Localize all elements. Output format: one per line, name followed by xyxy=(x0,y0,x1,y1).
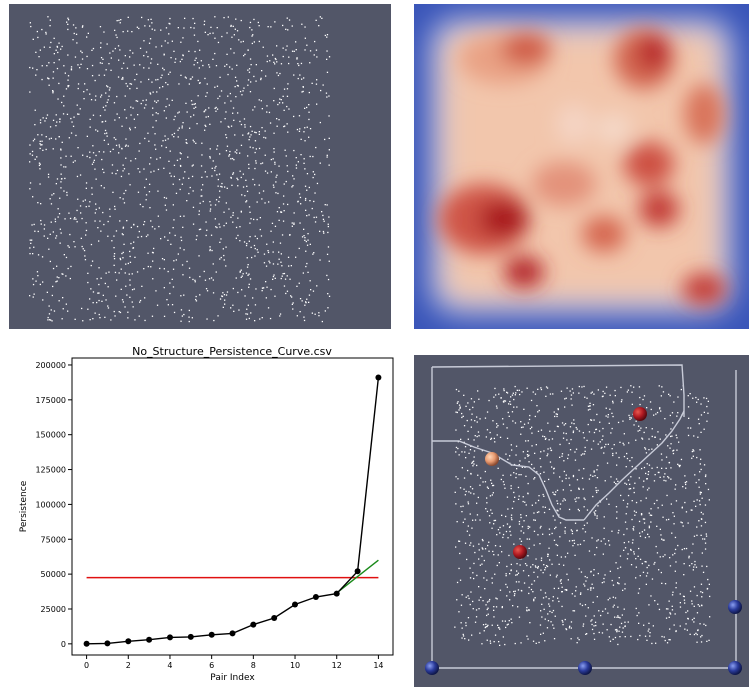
plot-frame xyxy=(71,357,394,656)
y-tick-label: 100000 xyxy=(35,500,66,509)
point-cloud-view[interactable] xyxy=(9,4,391,329)
data-point xyxy=(354,568,361,575)
data-point xyxy=(250,621,257,628)
separatrices xyxy=(431,364,737,669)
y-tick-label: 200000 xyxy=(35,361,66,370)
critical-points-view[interactable] xyxy=(414,355,749,687)
x-tick-label: 14 xyxy=(373,661,383,670)
saddle-sphere xyxy=(485,452,499,466)
axes: 0 2 4 6 8 10 12 14 0 25000 50000 75000 100000 125000 1… xyxy=(35,361,383,670)
y-axis-label: Persistence xyxy=(19,480,29,532)
x-tick-label: 2 xyxy=(126,661,131,670)
x-tick-label: 0 xyxy=(84,661,89,670)
chart-title: No_Structure_Persistence_Curve.csv xyxy=(132,345,332,358)
y-tick-label: 175000 xyxy=(35,396,66,405)
data-point xyxy=(104,640,111,647)
data-point xyxy=(208,631,215,638)
point-cloud xyxy=(454,385,711,646)
data-point xyxy=(375,374,382,381)
data-point xyxy=(146,636,153,643)
y-tick-label: 75000 xyxy=(41,535,66,544)
minimum-sphere xyxy=(425,661,439,675)
data-point xyxy=(125,638,132,645)
y-tick-label: 50000 xyxy=(41,570,66,579)
y-tick-label: 125000 xyxy=(35,466,66,475)
x-tick-label: 4 xyxy=(167,661,172,670)
chart-canvas: No_Structure_Persistence_Curve.csv 0 2 4 6 8… xyxy=(19,345,394,683)
minimum-sphere xyxy=(728,600,742,614)
data-point xyxy=(167,634,173,641)
series-line xyxy=(86,377,380,645)
y-tick-label: 25000 xyxy=(41,605,66,614)
point-cloud-canvas xyxy=(29,16,331,323)
y-tick-label: 150000 xyxy=(35,431,66,440)
density-field-view[interactable] xyxy=(414,4,749,329)
x-axis-label: Pair Index xyxy=(210,673,255,683)
data-point xyxy=(229,630,236,637)
maximum-sphere xyxy=(633,407,647,421)
x-tick-label: 10 xyxy=(290,661,300,670)
fit-line xyxy=(336,559,379,594)
y-tick-label: 0 xyxy=(61,640,66,649)
critical-points-canvas xyxy=(425,364,742,675)
x-tick-label: 8 xyxy=(251,661,256,670)
minimum-sphere xyxy=(578,661,592,675)
maximum-sphere xyxy=(513,545,527,559)
data-point xyxy=(312,594,319,600)
minimum-sphere xyxy=(728,661,742,675)
data-point xyxy=(271,615,278,621)
series xyxy=(83,374,382,647)
x-tick-label: 12 xyxy=(332,661,342,670)
reference-lines xyxy=(86,559,379,594)
persistence-curve-chart: No_Structure_Persistence_Curve.csv 0 2 4 6 8… xyxy=(0,335,400,687)
data-point xyxy=(292,601,298,608)
data-point xyxy=(333,590,340,597)
density-field-canvas xyxy=(414,4,749,329)
data-point xyxy=(83,640,90,647)
data-point xyxy=(187,633,194,640)
x-tick-label: 6 xyxy=(209,661,214,670)
